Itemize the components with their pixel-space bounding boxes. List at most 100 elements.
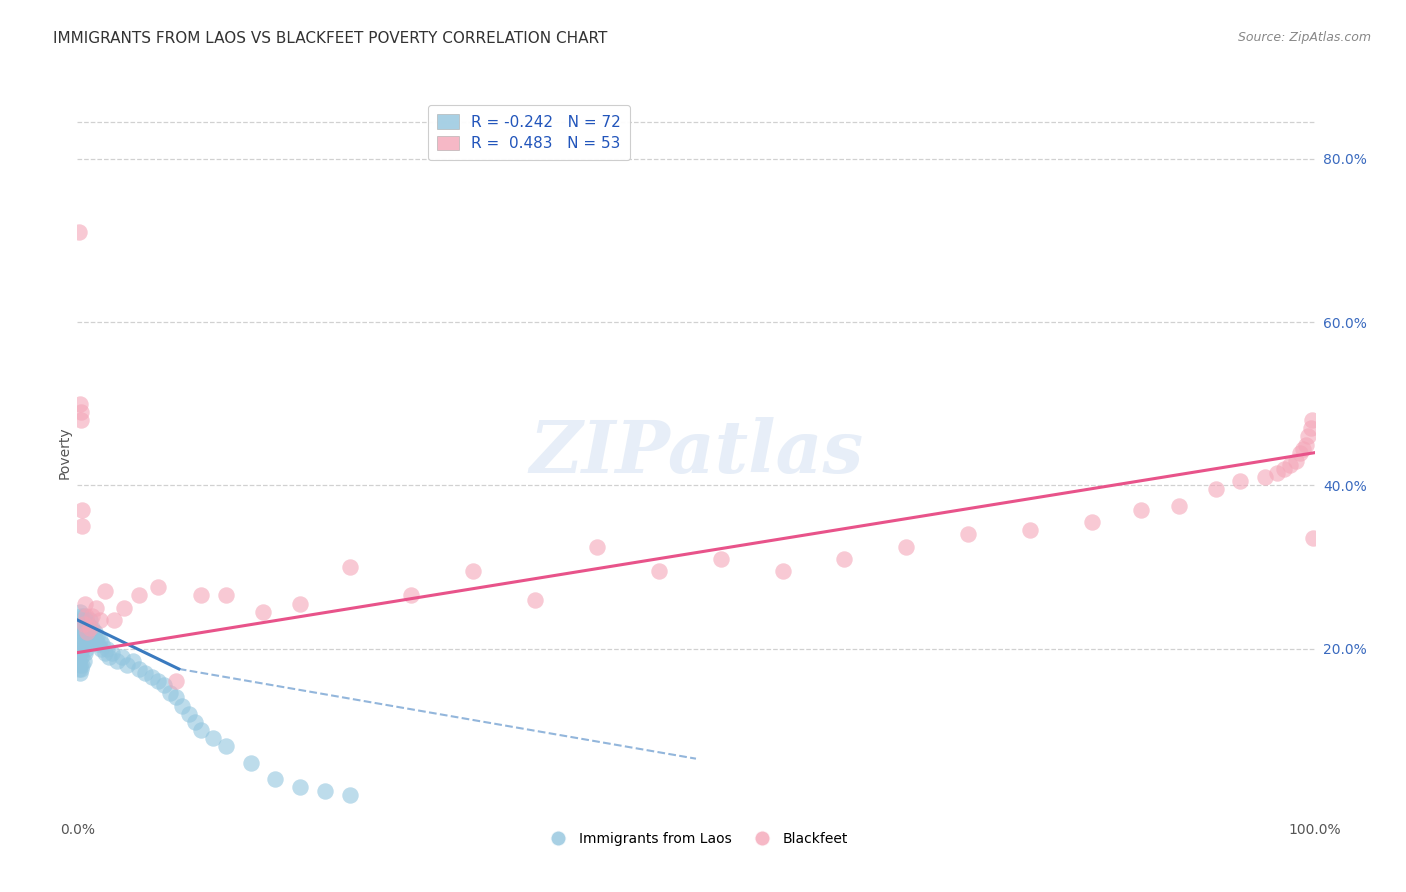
Point	[79, 613, 101, 627]
Point	[215, 739, 238, 754]
Point	[1301, 413, 1323, 427]
Point	[115, 657, 138, 672]
Point	[73, 597, 96, 611]
Point	[72, 657, 94, 672]
Point	[165, 674, 187, 689]
Point	[91, 637, 114, 651]
Point	[710, 551, 733, 566]
Point	[128, 662, 150, 676]
Point	[252, 605, 274, 619]
Point	[76, 625, 98, 640]
Point	[70, 621, 93, 635]
Point	[72, 637, 94, 651]
Point	[314, 784, 336, 798]
Point	[1272, 462, 1295, 476]
Point	[77, 633, 100, 648]
Point	[165, 690, 187, 705]
Point	[79, 629, 101, 643]
Point	[141, 670, 163, 684]
Point	[73, 629, 96, 643]
Point	[76, 637, 98, 651]
Y-axis label: Poverty: Poverty	[58, 426, 72, 479]
Point	[1278, 458, 1301, 472]
Point	[463, 564, 485, 578]
Point	[264, 772, 287, 786]
Point	[82, 621, 104, 635]
Point	[67, 646, 90, 660]
Point	[72, 654, 94, 668]
Point	[72, 519, 94, 533]
Point	[75, 613, 97, 627]
Point	[84, 600, 107, 615]
Point	[215, 589, 238, 603]
Point	[98, 649, 121, 664]
Point	[67, 226, 90, 240]
Point	[202, 731, 225, 746]
Point	[70, 413, 93, 427]
Point	[72, 641, 94, 656]
Point	[73, 646, 96, 660]
Point	[339, 560, 361, 574]
Point	[184, 714, 207, 729]
Point	[239, 756, 262, 770]
Point	[72, 613, 94, 627]
Point	[586, 540, 609, 554]
Point	[82, 608, 104, 623]
Point	[146, 580, 169, 594]
Point	[288, 597, 311, 611]
Point	[103, 613, 125, 627]
Point	[70, 662, 93, 676]
Point	[72, 617, 94, 632]
Point	[93, 584, 115, 599]
Point	[1288, 445, 1310, 460]
Point	[1267, 466, 1289, 480]
Point	[111, 649, 134, 664]
Point	[69, 605, 91, 619]
Point	[69, 397, 91, 411]
Point	[77, 617, 100, 632]
Legend: Immigrants from Laos, Blackfeet: Immigrants from Laos, Blackfeet	[538, 826, 853, 852]
Point	[72, 608, 94, 623]
Point	[84, 633, 107, 648]
Point	[70, 637, 93, 651]
Point	[524, 592, 547, 607]
Point	[1299, 421, 1322, 435]
Point	[70, 649, 93, 664]
Point	[1167, 499, 1189, 513]
Point	[75, 641, 97, 656]
Point	[1130, 503, 1153, 517]
Point	[190, 723, 212, 738]
Point	[69, 617, 91, 632]
Text: ZIPatlas: ZIPatlas	[529, 417, 863, 488]
Point	[69, 657, 91, 672]
Point	[69, 665, 91, 680]
Point	[76, 621, 98, 635]
Point	[72, 503, 94, 517]
Point	[80, 625, 103, 640]
Point	[957, 527, 980, 541]
Point	[86, 629, 108, 643]
Point	[1298, 429, 1320, 443]
Point	[1019, 523, 1042, 537]
Point	[1254, 470, 1277, 484]
Point	[134, 665, 156, 680]
Point	[834, 551, 856, 566]
Point	[67, 662, 90, 676]
Point	[79, 621, 101, 635]
Point	[105, 654, 128, 668]
Point	[69, 646, 91, 660]
Point	[90, 641, 112, 656]
Point	[1292, 442, 1315, 456]
Point	[1081, 515, 1104, 529]
Point	[146, 674, 169, 689]
Point	[772, 564, 794, 578]
Point	[72, 625, 94, 640]
Point	[87, 637, 110, 651]
Point	[70, 405, 93, 419]
Point	[75, 608, 97, 623]
Point	[288, 780, 311, 795]
Point	[93, 646, 115, 660]
Point	[101, 646, 124, 660]
Point	[1285, 454, 1308, 468]
Point	[67, 633, 90, 648]
